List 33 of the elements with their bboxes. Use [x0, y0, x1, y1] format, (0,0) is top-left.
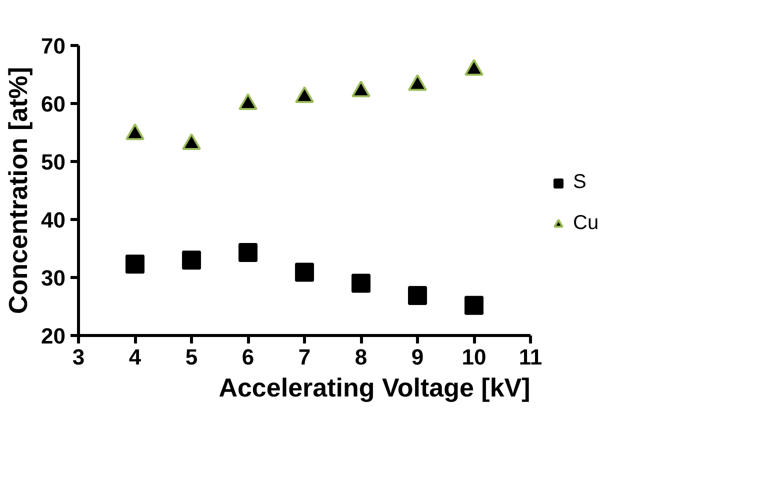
x-tick-label: 10 — [462, 344, 486, 370]
point — [238, 93, 258, 110]
point — [408, 74, 427, 91]
point — [408, 286, 427, 305]
point — [295, 262, 314, 282]
x-tick-label: 5 — [185, 344, 198, 370]
point — [464, 296, 484, 315]
legend-label: Cu — [573, 212, 599, 235]
y-axis-title: Concentration [at%] — [3, 67, 34, 314]
point — [352, 80, 370, 98]
point — [352, 274, 370, 293]
x-tick-label: 8 — [354, 344, 368, 370]
y-tick-label: 50 — [41, 150, 66, 174]
point — [295, 86, 314, 104]
x-tick-label: 6 — [242, 344, 254, 370]
x-axis-title: Accelerating Voltage [kV] — [218, 372, 530, 402]
y-tick-label: 60 — [41, 92, 66, 116]
y-tick-label: 40 — [41, 208, 66, 232]
x-tick-label: 4 — [128, 344, 142, 370]
x-tick-label: 3 — [72, 344, 85, 370]
y-tick-label: 70 — [41, 34, 66, 58]
point — [126, 254, 144, 274]
y-tick-label: 30 — [41, 266, 66, 290]
x-tick-label: 11 — [518, 344, 542, 370]
x-tick-label: 9 — [411, 344, 424, 370]
point — [238, 243, 258, 262]
y-tick-label: 20 — [41, 324, 66, 348]
point — [464, 59, 484, 76]
point — [182, 133, 201, 150]
point — [182, 250, 201, 270]
point — [126, 123, 144, 140]
x-tick-label: 7 — [298, 344, 311, 370]
legend-label: S — [573, 171, 588, 194]
